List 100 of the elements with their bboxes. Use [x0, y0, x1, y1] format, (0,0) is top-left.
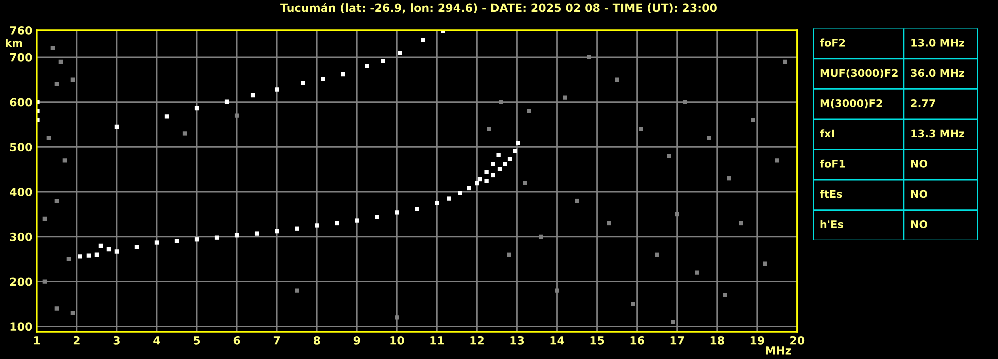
point: [50, 46, 56, 51]
x-tick-label: 11: [430, 336, 444, 345]
point: [667, 154, 672, 158]
point: [751, 118, 756, 122]
point: [496, 153, 501, 158]
x-tick-label: 4: [154, 336, 160, 345]
point: [516, 141, 521, 146]
text: 2.77: [911, 100, 936, 108]
point: [62, 158, 68, 163]
point: [555, 288, 560, 293]
point: [513, 149, 518, 154]
x-tick-label: 3: [114, 336, 120, 345]
text: MUF(3000)F2: [820, 69, 898, 78]
text: NO: [911, 220, 928, 228]
x-tick-label: 16: [630, 336, 644, 345]
text: NO: [911, 190, 928, 198]
point: [631, 302, 636, 306]
point: [335, 221, 340, 226]
point: [499, 100, 504, 104]
point: [224, 100, 230, 104]
point: [164, 114, 170, 119]
y-tick-label: 700: [10, 53, 32, 62]
point: [398, 51, 402, 56]
point: [707, 136, 712, 140]
y-tick-label: 600: [10, 98, 32, 107]
y-axis-title: km: [6, 39, 22, 47]
point: [587, 55, 592, 60]
point: [763, 262, 768, 266]
point: [655, 252, 660, 257]
y-tick-label: 100: [10, 322, 32, 332]
point: [539, 234, 544, 240]
x-tick-label: 13: [510, 336, 524, 345]
point: [458, 191, 462, 196]
point: [478, 177, 482, 182]
point: [46, 136, 52, 140]
point: [254, 232, 260, 236]
point: [94, 252, 100, 257]
y-tick-label: 300: [10, 232, 32, 242]
point: [214, 236, 220, 240]
text: 13.0 MHz: [912, 38, 964, 47]
point: [723, 293, 728, 298]
point: [58, 60, 64, 64]
point: [134, 245, 140, 250]
point: [154, 240, 160, 245]
text: h'Es: [820, 220, 844, 228]
text: foF2: [820, 38, 846, 47]
point: [447, 196, 452, 201]
point: [435, 201, 440, 206]
point: [783, 60, 788, 64]
point: [507, 252, 512, 257]
point: [487, 127, 492, 132]
point: [639, 127, 644, 132]
point: [491, 173, 496, 178]
point: [395, 210, 400, 215]
point: [527, 109, 532, 114]
point: [355, 218, 360, 223]
x-tick-label: 14: [550, 336, 564, 345]
x-tick-label: 15: [590, 336, 604, 345]
point: [54, 198, 60, 204]
point: [683, 100, 688, 104]
point: [114, 124, 120, 130]
text: foF1: [820, 160, 846, 168]
x-tick-label: 17: [670, 336, 684, 345]
point: [274, 229, 280, 234]
point: [498, 167, 502, 172]
point: [295, 226, 300, 231]
point: [301, 81, 306, 86]
point: [194, 106, 200, 111]
point: [467, 186, 472, 191]
x-tick-label: 5: [194, 336, 200, 345]
x-tick-label: 9: [354, 336, 360, 345]
point: [415, 207, 420, 212]
text: fxI: [820, 130, 834, 138]
x-tick-label: 19: [750, 336, 764, 345]
x-tick-label: 6: [234, 336, 240, 345]
point: [182, 132, 188, 136]
point: [341, 72, 346, 77]
point: [508, 157, 512, 162]
point: [321, 77, 326, 82]
point: [395, 316, 400, 320]
x-tick-label: 10: [390, 336, 404, 345]
point: [86, 254, 92, 258]
point: [98, 244, 104, 248]
point: [54, 306, 60, 311]
point: [563, 96, 568, 100]
point: [295, 288, 300, 293]
point: [775, 158, 780, 163]
point: [66, 257, 72, 262]
point: [70, 78, 76, 82]
point: [365, 64, 370, 68]
point: [491, 162, 496, 166]
y-tick-label: 400: [10, 188, 32, 196]
point: [727, 176, 732, 181]
point: [615, 78, 620, 82]
point: [106, 247, 112, 252]
y-tick-label: 500: [10, 143, 32, 152]
y-tick-label: 760: [10, 26, 32, 35]
point: [475, 181, 480, 186]
point: [375, 215, 380, 220]
point: [42, 280, 48, 284]
